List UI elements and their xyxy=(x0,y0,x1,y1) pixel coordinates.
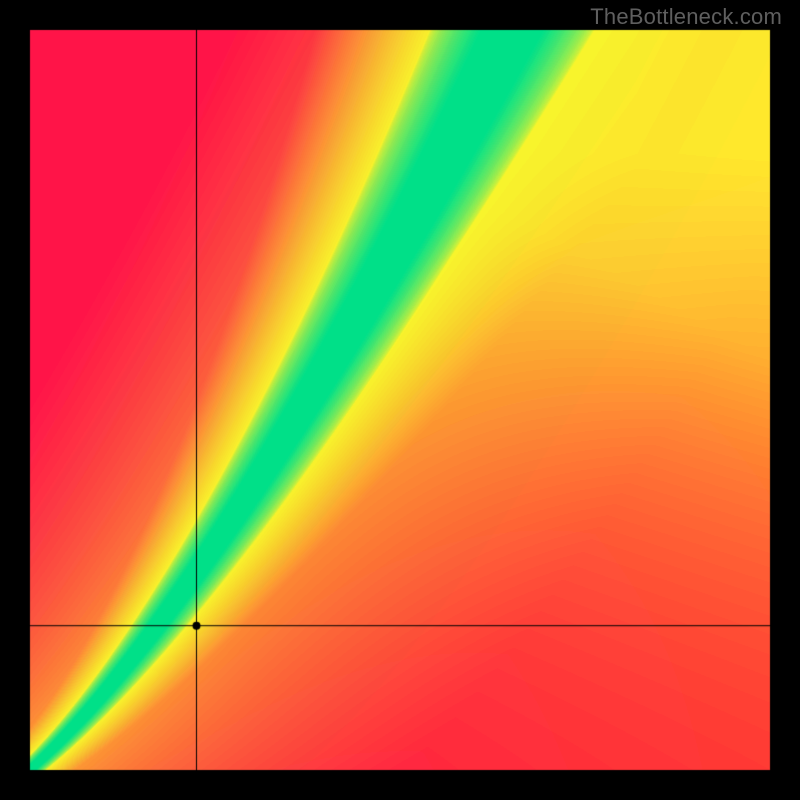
watermark-text: TheBottleneck.com xyxy=(590,4,782,30)
bottleneck-heatmap xyxy=(0,0,800,800)
